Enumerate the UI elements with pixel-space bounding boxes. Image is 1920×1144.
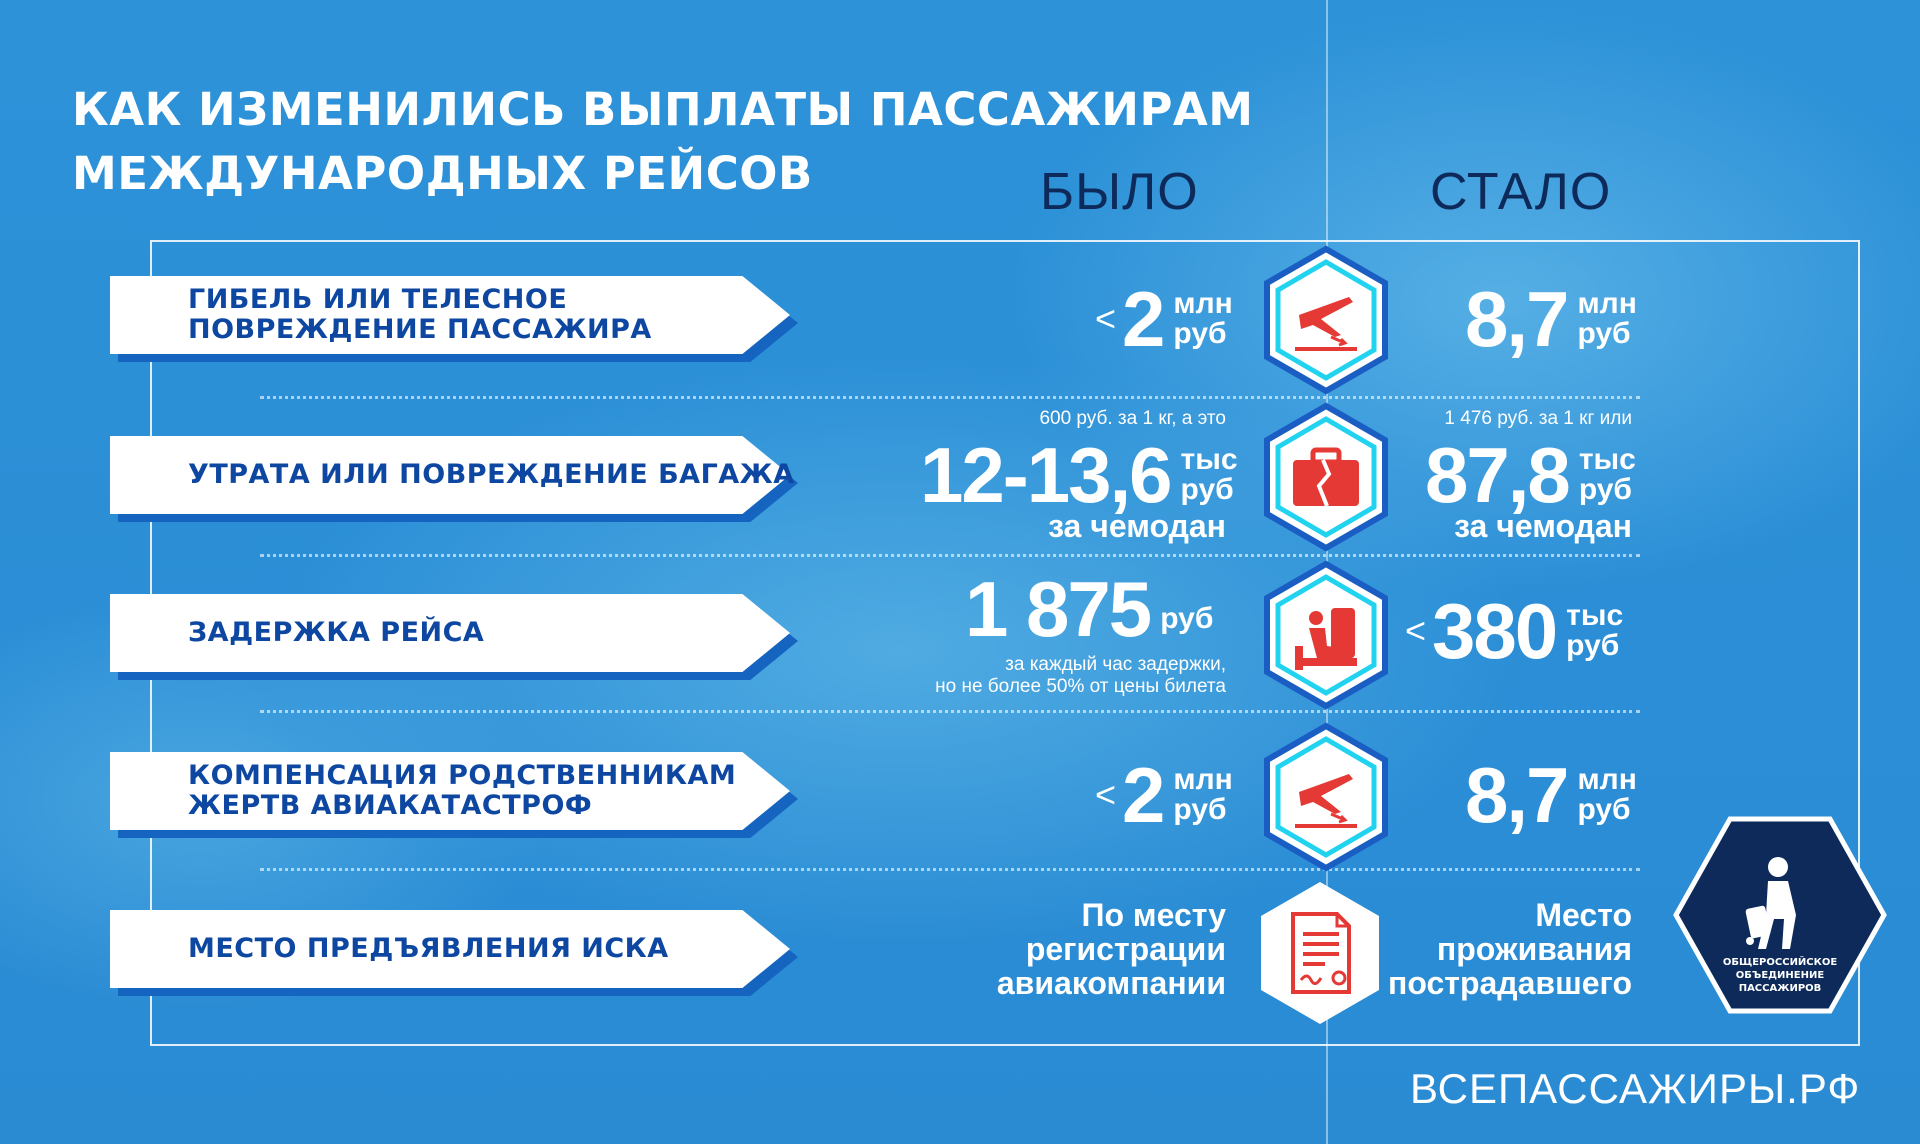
less-than-sign: < <box>1405 610 1427 651</box>
row-label-line: ПОВРЕЖДЕНИЕ ПАССАЖИРА <box>188 314 652 345</box>
after-value-death-injury: 8,7 млн руб <box>1465 280 1637 358</box>
logo-text: ПАССАЖИРОВ <box>1739 983 1822 994</box>
row-label-line: КОМПЕНСАЦИЯ РОДСТВЕННИКАМ <box>188 760 737 791</box>
value-number: 380 <box>1432 587 1558 675</box>
row-label-delay: ЗАДЕРЖКА РЕЙСА <box>110 594 798 680</box>
unit-line: тыс <box>1578 443 1636 476</box>
document-icon <box>1255 878 1385 1028</box>
row-label-death-injury: ГИБЕЛЬ ИЛИ ТЕЛЕСНОЕ ПОВРЕЖДЕНИЕ ПАССАЖИРА <box>110 276 798 362</box>
plane-landing-icon <box>1261 722 1391 872</box>
value-number: 1 875 <box>965 565 1152 653</box>
after-value-delay: < 380 тыс руб <box>1405 592 1623 670</box>
row-label-relatives: КОМПЕНСАЦИЯ РОДСТВЕННИКАМ ЖЕРТВ АВИАКАТАС… <box>110 752 798 838</box>
logo-text: ОБЪЕДИНЕНИЕ <box>1736 970 1825 981</box>
title-line-2: МЕЖДУНАРОДНЫХ РЕЙСОВ <box>72 147 813 200</box>
unit-line: млн <box>1173 763 1233 796</box>
website-link[interactable]: ВСЕПАССАЖИРЫ.РФ <box>1410 1065 1861 1112</box>
before-per-baggage: за чемодан <box>1048 508 1226 544</box>
unit-line: млн <box>1577 763 1637 796</box>
page-title: КАК ИЗМЕНИЛИСЬ ВЫПЛАТЫ ПАССАЖИРАМ МЕЖДУН… <box>72 78 1272 206</box>
row-divider <box>260 554 1640 557</box>
before-value-relatives: < 2 млн руб <box>1095 756 1233 834</box>
after-value-relatives: 8,7 млн руб <box>1465 756 1637 834</box>
column-header-before: БЫЛО <box>1040 163 1199 221</box>
after-per-baggage: за чемодан <box>1454 508 1632 544</box>
unit-line: тыс <box>1566 599 1624 632</box>
unit-line: руб <box>1160 602 1214 635</box>
value-number: 87,8 <box>1425 431 1571 519</box>
unit-line: тыс <box>1180 443 1238 476</box>
place-line: регистрации <box>1025 931 1226 967</box>
place-line: пострадавшего <box>1388 965 1632 1001</box>
before-value-death-injury: < 2 млн руб <box>1095 280 1233 358</box>
place-line: авиакомпании <box>996 965 1226 1001</box>
row-label-line: ЖЕРТВ АВИАКАТАСТРОФ <box>188 790 593 821</box>
before-value-baggage: 12-13,6 тыс руб <box>920 436 1238 514</box>
after-note-baggage: 1 476 руб. за 1 кг или <box>1444 408 1632 429</box>
before-claim-place: По месту регистрации авиакомпании <box>960 898 1226 1000</box>
row-label-line: УТРАТА ИЛИ ПОВРЕЖДЕНИЕ БАГАЖА <box>188 459 795 490</box>
row-label-baggage: УТРАТА ИЛИ ПОВРЕЖДЕНИЕ БАГАЖА <box>110 436 798 522</box>
plane-landing-icon <box>1261 245 1391 395</box>
value-number: 8,7 <box>1465 275 1569 363</box>
row-divider <box>260 710 1640 713</box>
unit-line: руб <box>1578 473 1632 506</box>
unit-line: руб <box>1173 793 1227 826</box>
unit-line: руб <box>1577 793 1631 826</box>
broken-suitcase-icon <box>1261 402 1391 552</box>
value-number: 2 <box>1122 751 1165 839</box>
value-number: 12-13,6 <box>920 431 1173 519</box>
after-value-baggage: 87,8 тыс руб <box>1425 436 1636 514</box>
note-line: но не более 50% от цены билета <box>935 676 1226 697</box>
unit-line: млн <box>1577 287 1637 320</box>
row-label-line: ГИБЕЛЬ ИЛИ ТЕЛЕСНОЕ <box>188 284 568 315</box>
less-than-sign: < <box>1095 298 1117 339</box>
row-divider <box>260 396 1640 399</box>
unit-line: руб <box>1577 317 1631 350</box>
unit-line: млн <box>1173 287 1233 320</box>
row-label-line: МЕСТО ПРЕДЪЯВЛЕНИЯ ИСКА <box>188 933 669 964</box>
after-claim-place: Место проживания пострадавшего <box>1370 898 1632 1000</box>
column-header-after: СТАЛО <box>1430 163 1612 221</box>
value-number: 8,7 <box>1465 751 1569 839</box>
unit-line: руб <box>1173 317 1227 350</box>
before-note-baggage: 600 руб. за 1 кг, а это <box>1039 408 1226 429</box>
place-line: проживания <box>1436 931 1632 967</box>
row-label-line: ЗАДЕРЖКА РЕЙСА <box>188 617 485 648</box>
waiting-passenger-icon <box>1261 560 1391 710</box>
logo-text: ОБЩЕРОССИЙСКОЕ <box>1723 955 1837 968</box>
row-divider <box>260 868 1640 871</box>
before-value-delay: 1 875 руб <box>965 570 1213 648</box>
less-than-sign: < <box>1095 774 1117 815</box>
title-line-1: КАК ИЗМЕНИЛИСЬ ВЫПЛАТЫ ПАССАЖИРАМ <box>72 83 1254 136</box>
value-number: 2 <box>1122 275 1165 363</box>
place-line: По месту <box>1081 897 1226 933</box>
place-line: Место <box>1535 897 1632 933</box>
note-line: за каждый час задержки, <box>1005 654 1226 675</box>
unit-line: руб <box>1566 629 1620 662</box>
unit-line: руб <box>1180 473 1234 506</box>
before-note-delay: за каждый час задержки, но не более 50% … <box>880 654 1226 698</box>
row-label-claim-place: МЕСТО ПРЕДЪЯВЛЕНИЯ ИСКА <box>110 910 798 996</box>
organization-logo: ОБЩЕРОССИЙСКОЕ ОБЪЕДИНЕНИЕ ПАССАЖИРОВ <box>1670 815 1890 1015</box>
